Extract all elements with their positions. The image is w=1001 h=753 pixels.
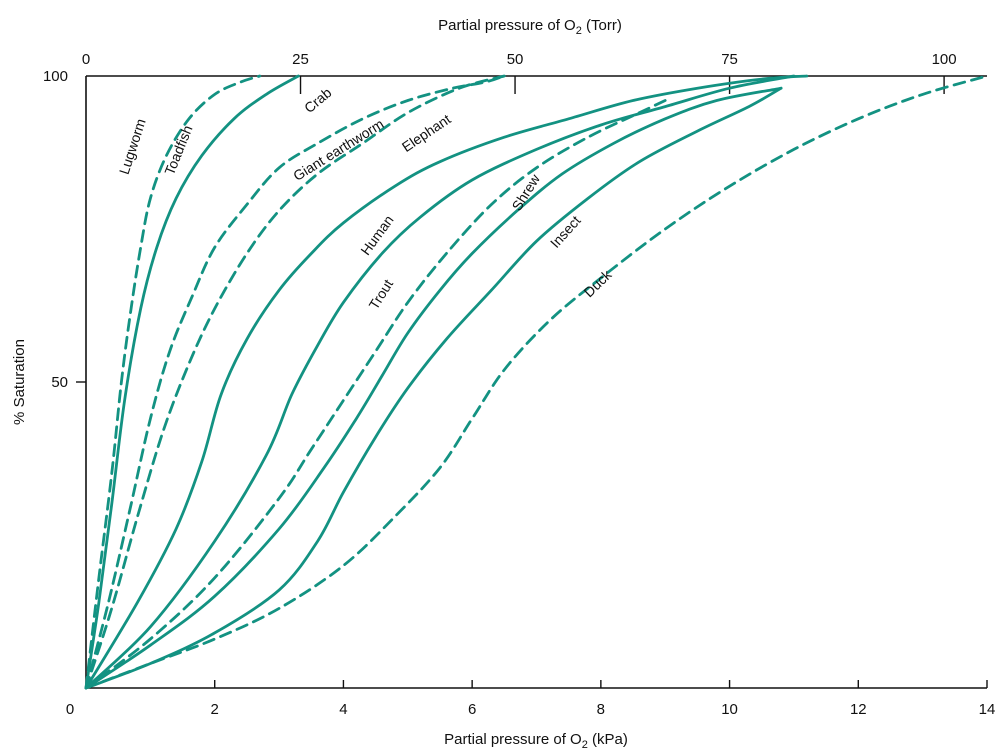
top-axis-title: Partial pressure of O2 (Torr) [438,17,622,37]
x-tick-label: 6 [468,701,476,718]
x2-tick-label: 100 [932,51,957,68]
bottom-axis-title: Partial pressure of O2 (kPa) [444,731,628,751]
curve-giant-earthworm [84,74,506,690]
label-trout: Trout [365,276,396,312]
x-tick-label: 14 [979,701,996,718]
x-tick-label: 4 [339,701,347,718]
curve-crab [84,74,506,690]
y-tick-label: 50 [51,374,68,391]
curve-duck [84,74,989,690]
x2-tick-label: 0 [82,51,90,68]
x-tick-label: 10 [721,701,738,718]
y-axis-title: % Saturation [11,339,28,425]
label-lugworm: Lugworm [116,117,149,177]
curves [84,74,989,690]
curve-elephant [84,74,809,690]
x-tick-label: 0 [66,701,74,718]
curve-human [84,74,796,690]
x-tick-label: 12 [850,701,867,718]
x2-tick-label: 25 [292,51,309,68]
y-tick-label: 100 [43,68,68,85]
x-tick-label: 8 [597,701,605,718]
label-toadfish: Toadfish [161,123,195,177]
x2-tick-label: 75 [721,51,738,68]
x2-tick-label: 50 [507,51,524,68]
curve-trout [84,99,667,690]
curve-shrew [84,86,783,690]
label-elephant: Elephant [399,111,454,155]
x-tick-label: 2 [211,701,219,718]
label-crab: Crab [301,84,335,116]
label-human: Human [357,212,396,258]
curve-lugworm [84,74,262,690]
axis-ticks: 0 2 4 6 8 10 12 14 0 25 50 75 100 50 100 [43,51,995,718]
curve-toadfish [84,74,300,690]
curve-insect [84,86,783,690]
